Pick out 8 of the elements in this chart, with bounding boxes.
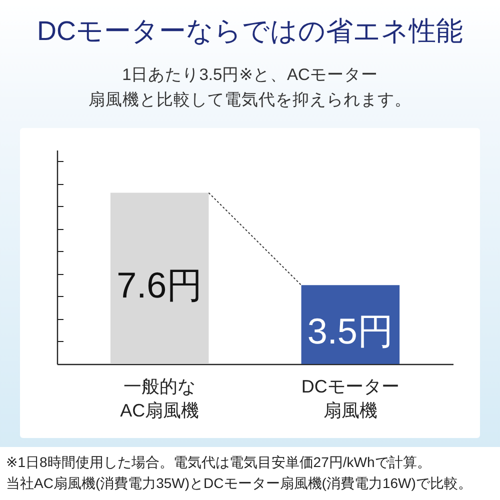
chart-subtitle: 1日あたり3.5円※と、ACモーター扇風機と比較して電気代を抑えられます。: [88, 65, 412, 111]
x-tick-label: 一般的なAC扇風機: [120, 376, 200, 420]
text: ※1日8時間使用した場合。電気代は電気目安単価27円/kWhで計算。: [6, 453, 432, 472]
data-label: 7.6円: [116, 264, 203, 306]
chart-title: DCモーターならではの省エネ性能: [36, 15, 464, 48]
data-label: 3.5円: [307, 310, 394, 352]
x-tick-label: DCモーター扇風機: [301, 376, 400, 420]
text: 当社AC扇風機(消費電力35W)とDCモーター扇風機(消費電力16W)で比較。: [6, 474, 473, 493]
